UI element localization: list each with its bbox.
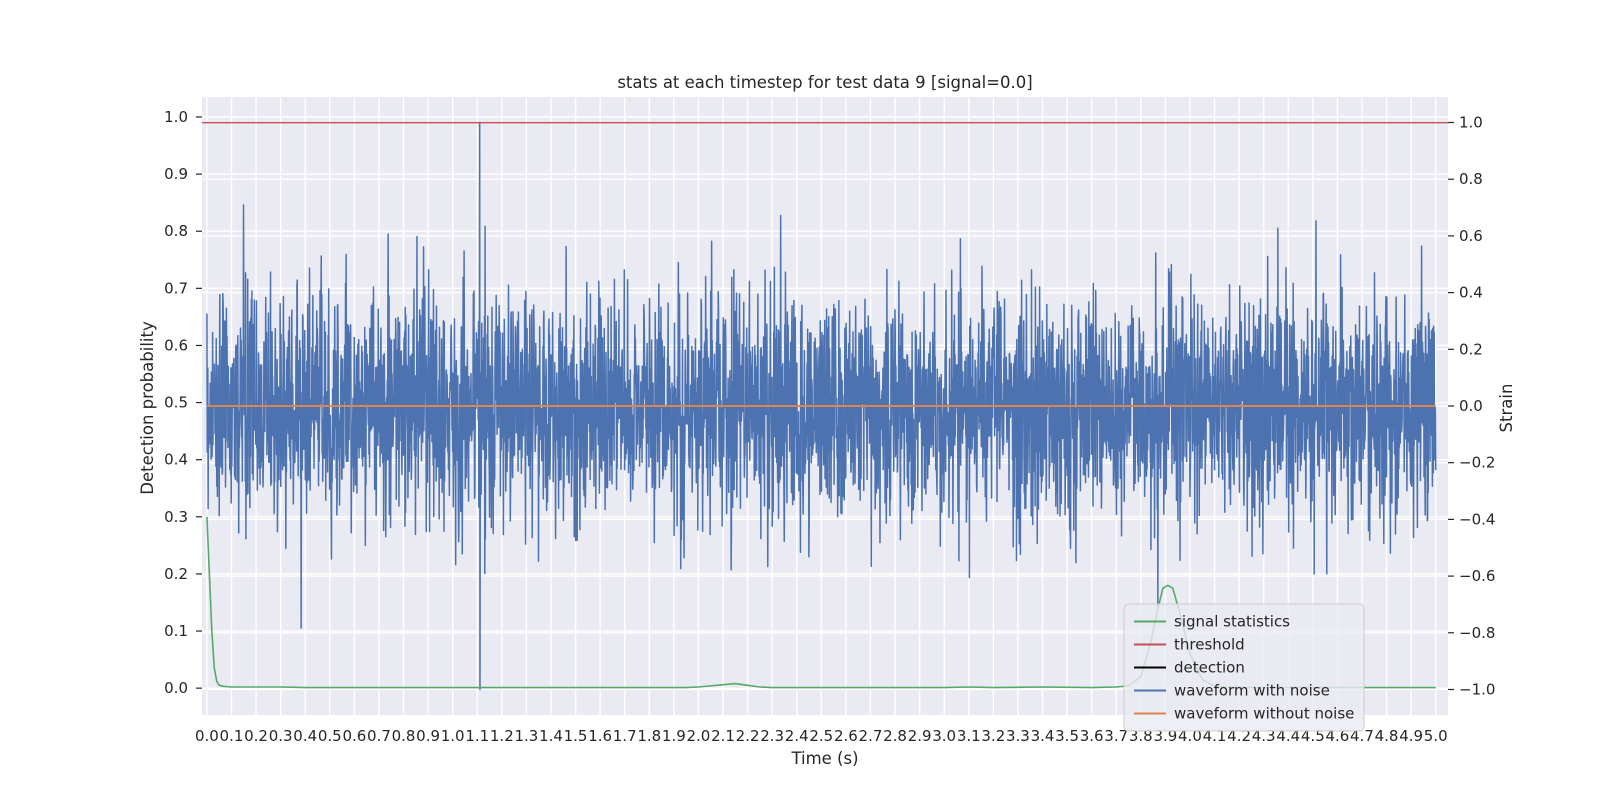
x-tick-label: 1.0	[441, 727, 465, 745]
x-tick-label: 2.8	[883, 727, 907, 745]
x-tick-label: 0.9	[416, 727, 440, 745]
y-tick-label: 0.2	[164, 565, 188, 583]
y-tick-label: 0.7	[164, 279, 188, 297]
y-right-tick-label: 0.2	[1459, 340, 1483, 358]
x-tick-label: 5.0	[1424, 727, 1448, 745]
y-tick-label: 0.4	[164, 451, 188, 469]
x-tick-label: 0.1	[220, 727, 244, 745]
legend-box	[1123, 603, 1365, 732]
x-tick-label: 0.8	[392, 727, 416, 745]
x-tick-label: 3.4	[1031, 727, 1055, 745]
x-tick-label: 4.8	[1375, 727, 1399, 745]
x-tick-label: 4.9	[1399, 727, 1423, 745]
x-tick-label: 3.6	[1080, 727, 1104, 745]
x-tick-label: 0.3	[269, 727, 293, 745]
x-tick-label: 1.5	[564, 727, 588, 745]
x-tick-label: 0.0	[195, 727, 219, 745]
x-tick-label: 3.3	[1006, 727, 1030, 745]
x-tick-label: 0.5	[318, 727, 342, 745]
x-tick-label: 0.7	[367, 727, 391, 745]
legend-label: detection	[1174, 659, 1245, 677]
x-tick-label: 0.2	[244, 727, 268, 745]
x-tick-label: 0.4	[293, 727, 317, 745]
x-tick-label: 3.2	[981, 727, 1005, 745]
y-tick-label: 0.6	[164, 336, 188, 354]
y-tick-label: 0.9	[164, 165, 188, 183]
y-right-tick-label: −0.6	[1459, 567, 1495, 585]
x-tick-label: 2.1	[711, 727, 735, 745]
x-tick-label: 2.0	[687, 727, 711, 745]
y-axis-right-label: Strain	[1497, 384, 1516, 433]
x-tick-label: 1.7	[613, 727, 637, 745]
x-tick-label: 1.6	[588, 727, 612, 745]
x-tick-label: 0.6	[342, 727, 366, 745]
y-tick-label: 0.3	[164, 508, 188, 526]
x-tick-label: 2.4	[785, 727, 809, 745]
y-axis-left: 0.0 0.1 0.2 0.3 0.4 0.5 0.6 0.7 0.8 0.9 1.0	[164, 108, 202, 697]
x-tick-label: 1.3	[514, 727, 538, 745]
x-axis-label: Time (s)	[790, 749, 858, 768]
legend-label: waveform without noise	[1174, 705, 1354, 723]
y-right-tick-label: −0.8	[1459, 624, 1495, 642]
y-tick-label: 1.0	[164, 108, 188, 126]
x-tick-label: 2.7	[859, 727, 883, 745]
x-tick-label: 1.2	[490, 727, 514, 745]
x-tick-label: 1.4	[539, 727, 563, 745]
x-tick-label: 2.3	[760, 727, 784, 745]
y-tick-label: 0.8	[164, 222, 188, 240]
x-tick-label: 1.1	[465, 727, 489, 745]
y-tick-label: 0.5	[164, 394, 188, 412]
y-tick-label: 0.0	[164, 679, 188, 697]
y-tick-label: 0.1	[164, 622, 188, 640]
x-tick-label: 1.9	[662, 727, 686, 745]
legend-label: threshold	[1174, 636, 1245, 654]
y-axis-label: Detection probability	[138, 321, 157, 495]
x-tick-label: 2.6	[834, 727, 858, 745]
x-tick-label: 2.9	[908, 727, 932, 745]
y-right-tick-label: −1.0	[1459, 680, 1495, 698]
x-tick-label: 2.5	[809, 727, 833, 745]
y-right-tick-label: 0.0	[1459, 397, 1483, 415]
y-right-tick-label: −0.2	[1459, 454, 1495, 472]
y-right-tick-label: 0.4	[1459, 284, 1483, 302]
x-tick-label: 3.1	[957, 727, 981, 745]
chart-title: stats at each timestep for test data 9 […	[617, 73, 1032, 92]
x-tick-label: 1.8	[637, 727, 661, 745]
x-tick-label: 2.2	[736, 727, 760, 745]
y-right-tick-label: 0.6	[1459, 227, 1483, 245]
legend-label: waveform with noise	[1174, 682, 1330, 700]
x-tick-label: 3.0	[932, 727, 956, 745]
legend: signal statistics threshold detection wavef…	[1123, 603, 1365, 732]
x-tick-label: 3.5	[1055, 727, 1079, 745]
y-right-tick-label: 1.0	[1459, 114, 1483, 132]
legend-label: signal statistics	[1174, 613, 1290, 631]
series-waveform-with-noise	[206, 121, 1437, 691]
y-right-tick-label: −0.4	[1459, 510, 1495, 528]
y-axis-right: −1.0 −0.8 −0.6 −0.4 −0.2 0.0 0.2 0.4 0.6 0.8 1.0	[1448, 114, 1495, 698]
y-right-tick-label: 0.8	[1459, 170, 1483, 188]
x-tick-label: 3.7	[1104, 727, 1128, 745]
